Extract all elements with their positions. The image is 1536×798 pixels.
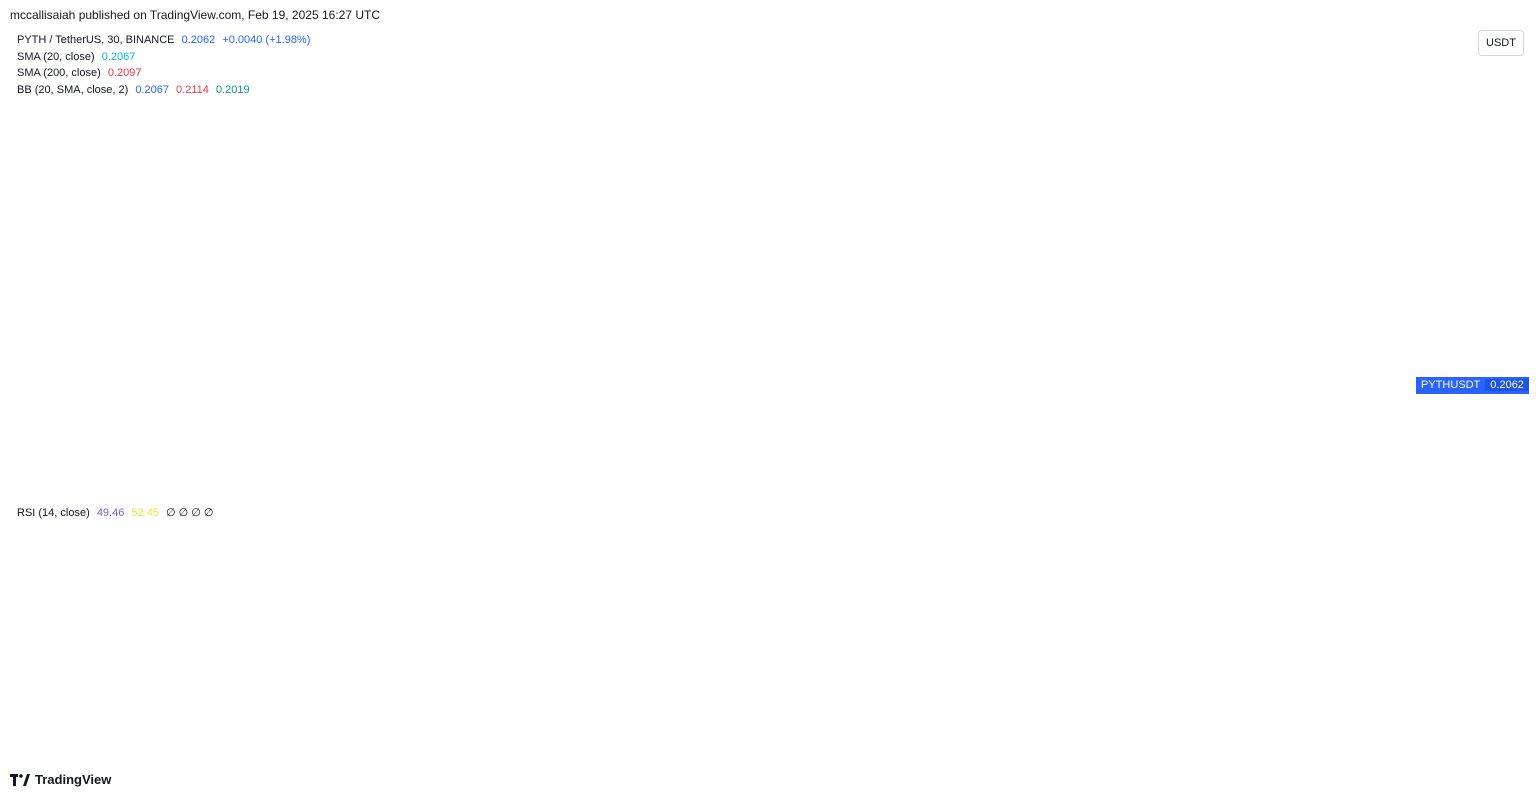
price-tick-label: 0.2600 bbox=[1484, 267, 1518, 279]
price-tick-label: 0.3400 bbox=[1484, 100, 1518, 112]
time-tick-label: 20 bbox=[48, 747, 60, 759]
price-tick-label: 0.2200 bbox=[1484, 350, 1518, 362]
time-tick-label: 19 bbox=[1419, 747, 1431, 759]
legend-rsi-row[interactable]: RSI (14, close) 49.46 52.45 ∅ ∅ ∅ ∅ bbox=[17, 506, 218, 519]
time-tick-label: 7 bbox=[873, 747, 879, 759]
rsi-tick-label: 60.00 bbox=[1484, 567, 1512, 579]
price-change: +0.0040 (+1.98%) bbox=[222, 34, 311, 46]
bb-upper: 0.2114 bbox=[176, 84, 209, 96]
tradingview-logo-icon bbox=[10, 773, 30, 786]
price-line bbox=[7, 79, 1448, 451]
sma20-value: 0.2067 bbox=[101, 51, 136, 63]
price-area-fill bbox=[8, 59, 1448, 472]
sma200-label: SMA (200, close) bbox=[17, 67, 101, 79]
price-area bbox=[8, 80, 1448, 468]
rsi-tick-label: 70.00 bbox=[1484, 537, 1512, 549]
rsi-ma-value: 52.45 bbox=[131, 507, 159, 519]
last-price-symbol: PYTHUSDT bbox=[1416, 378, 1486, 391]
time-tick-label: Feb bbox=[592, 747, 612, 759]
price-tick-label: 0.1600 bbox=[1484, 475, 1518, 487]
time-tick-label: 17 bbox=[1327, 747, 1339, 759]
price-tick-label: 0.3000 bbox=[1484, 184, 1518, 196]
sma20-line bbox=[7, 87, 1448, 447]
time-tick-label: 5 bbox=[782, 747, 788, 759]
rsi-tick-label: 20.00 bbox=[1484, 688, 1512, 700]
sma200-line bbox=[7, 100, 1448, 419]
currency-unit-button[interactable]: USDT bbox=[1478, 30, 1524, 56]
price-tick-label: 0.3600 bbox=[1484, 59, 1518, 71]
last-price-tag: PYTHUSDT 0.2062 bbox=[1416, 376, 1529, 394]
time-tick-label: 30 bbox=[505, 747, 517, 759]
rsi-value: 49.46 bbox=[96, 507, 125, 519]
rsi-pane bbox=[7, 526, 1472, 700]
tradingview-logo-text: TradingView bbox=[35, 772, 112, 787]
time-tick-label: 24 bbox=[230, 747, 242, 759]
time-tick-label: 11 bbox=[1053, 747, 1064, 759]
price-tick-label: 0.1800 bbox=[1484, 434, 1518, 446]
legend-sma200-row[interactable]: SMA (200, close) 0.2097 bbox=[17, 67, 145, 79]
time-tick-label: 3 bbox=[690, 747, 696, 759]
sma200-value: 0.2097 bbox=[107, 67, 142, 79]
price-tick-label: 0.2400 bbox=[1484, 309, 1518, 321]
symbol-label[interactable]: PYTH / TetherUS, 30, BINANCE bbox=[17, 34, 175, 46]
rsi-tick-label: 40.00 bbox=[1484, 628, 1512, 640]
rsi-label: RSI (14, close) bbox=[17, 507, 90, 519]
rsi-extra-values: ∅ ∅ ∅ ∅ bbox=[166, 507, 214, 519]
time-tick-label: 9 bbox=[965, 747, 971, 759]
bb-lower-line bbox=[7, 117, 1448, 473]
rsi-tick-label: 80.00 bbox=[1484, 507, 1512, 519]
tradingview-logo[interactable]: TradingView bbox=[10, 772, 111, 787]
time-tick-label: 22 bbox=[139, 747, 151, 759]
rsi-tick-label: 30.00 bbox=[1484, 658, 1512, 670]
legend-bb-row[interactable]: BB (20, SMA, close, 2) 0.2067 0.2114 0.2… bbox=[17, 84, 254, 96]
price-tick-label: 0.2800 bbox=[1484, 225, 1518, 237]
legend-symbol-row: PYTH / TetherUS, 30, BINANCE 0.2062 +0.0… bbox=[17, 34, 314, 46]
sma20-label: SMA (20, close) bbox=[17, 51, 95, 63]
grid bbox=[8, 20, 1536, 741]
rsi-line bbox=[7, 526, 1448, 700]
bb-band-fill bbox=[8, 59, 1448, 472]
price-tick-label: 0.2000 bbox=[1484, 392, 1518, 404]
axes: 0.3800 0.3600 0.3400 0.3200 0.3000 0.2800 0.26… bbox=[48, 17, 1518, 759]
last-price-value: 0.2062 bbox=[1485, 378, 1529, 391]
last-price: 0.2062 bbox=[181, 34, 216, 46]
time-tick-label: 13 bbox=[1144, 747, 1156, 759]
time-tick-label: 15 bbox=[1236, 747, 1248, 759]
time-tick-label: 28 bbox=[413, 747, 425, 759]
bb-basis: 0.2067 bbox=[135, 84, 169, 96]
time-tick-label: 26 bbox=[322, 747, 334, 759]
rsi-tick-label: 10.00 bbox=[1484, 718, 1512, 730]
bb-lower: 0.2019 bbox=[215, 84, 250, 96]
legend-sma20-row[interactable]: SMA (20, close) 0.2067 bbox=[17, 51, 139, 63]
price-tick-label: 0.3800 bbox=[1484, 17, 1518, 29]
price-tick-label: 0.3200 bbox=[1484, 142, 1518, 154]
rsi-band-fill bbox=[8, 542, 1472, 663]
rsi-tick-label: 50.00 bbox=[1484, 597, 1512, 609]
series-lines bbox=[7, 59, 1472, 473]
bb-label: BB (20, SMA, close, 2) bbox=[17, 84, 129, 96]
publisher-line: mccallisaiah published on TradingView.co… bbox=[10, 8, 380, 22]
bb-upper-line bbox=[7, 59, 1448, 427]
rsi-ma-line bbox=[7, 541, 1448, 670]
